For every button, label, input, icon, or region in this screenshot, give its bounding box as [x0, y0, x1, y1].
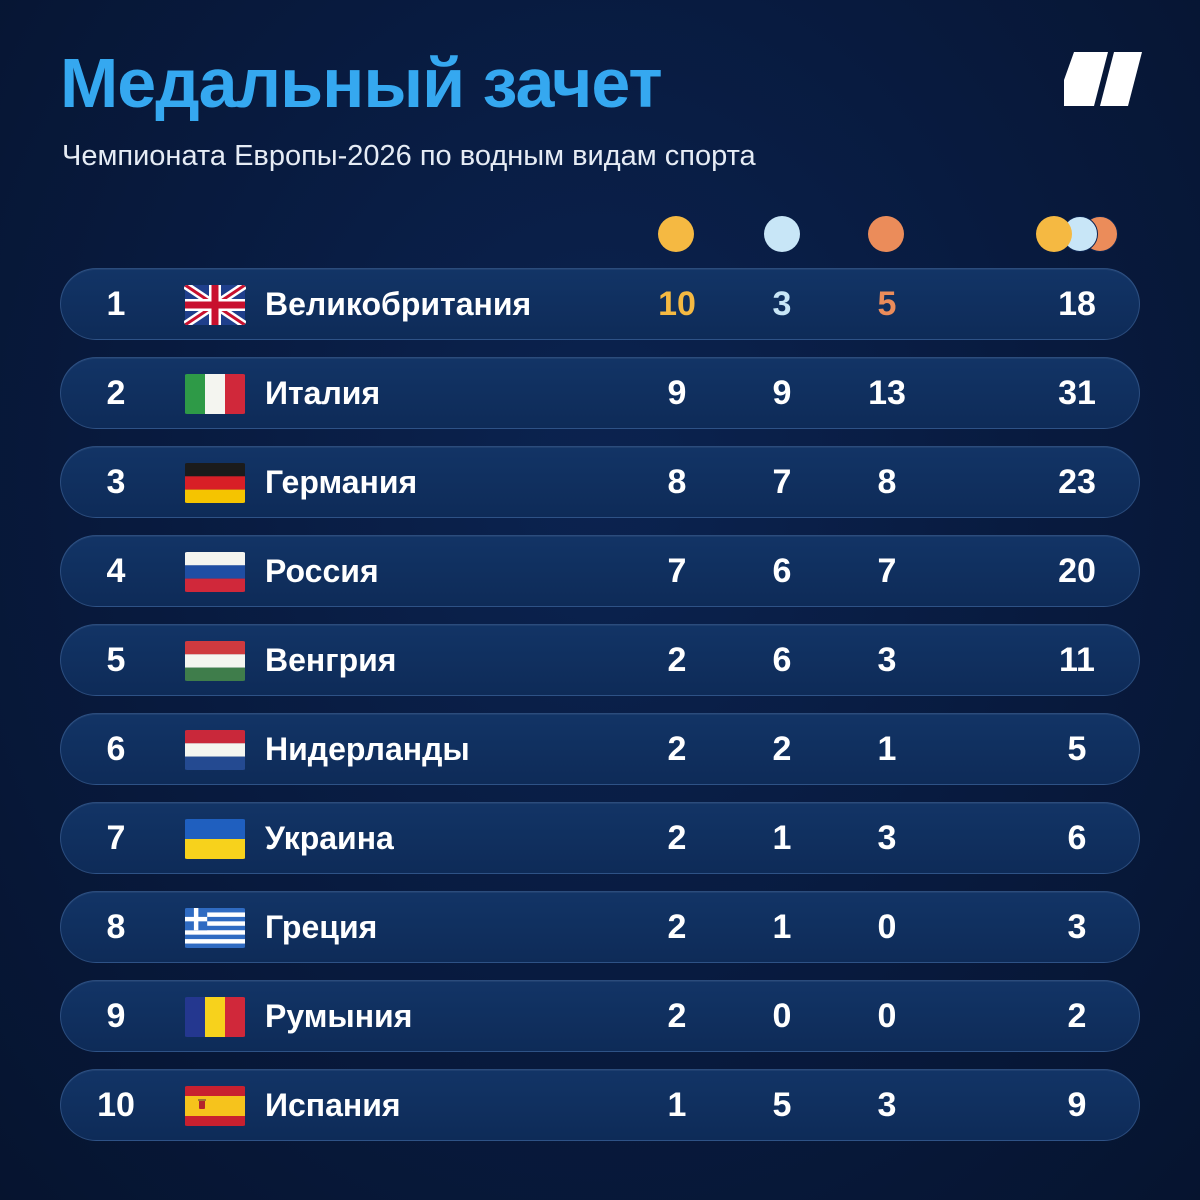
rank-cell: 5 — [106, 641, 126, 679]
country-name: Украина — [265, 820, 394, 856]
flag-es-icon — [184, 1086, 246, 1126]
gold-count: 7 — [667, 552, 687, 590]
rank-cell: 2 — [106, 374, 126, 412]
gold-medal-icon — [658, 216, 694, 252]
flag-nl-icon — [184, 730, 246, 770]
country-name: Великобритания — [265, 286, 532, 322]
flag-ru-icon — [184, 552, 246, 592]
silver-count: 5 — [772, 1086, 792, 1124]
silver-count: 2 — [772, 730, 792, 768]
gold-count: 1 — [667, 1086, 687, 1124]
gold-count: 2 — [667, 730, 687, 768]
table-row: 10 Испания 1 5 3 9 — [60, 1069, 1140, 1141]
flag-it-icon — [184, 374, 246, 414]
table-row: 6 Нидерланды 2 2 1 5 — [60, 713, 1140, 785]
bronze-count: 3 — [877, 1086, 897, 1124]
brand-logo-icon — [1064, 52, 1142, 106]
silver-count: 9 — [772, 374, 792, 412]
silver-count: 1 — [772, 908, 792, 946]
gold-count: 9 — [667, 374, 687, 412]
total-count: 18 — [1058, 285, 1096, 323]
country-name: Италия — [265, 375, 381, 411]
flag-ua-icon — [184, 819, 246, 859]
page-subtitle: Чемпионата Европы-2026 по водным видам с… — [62, 140, 756, 172]
rank-cell: 7 — [106, 819, 126, 857]
country-name: Нидерланды — [265, 731, 470, 767]
total-count: 31 — [1058, 374, 1096, 412]
bronze-count: 0 — [877, 908, 897, 946]
rank-cell: 9 — [106, 997, 126, 1035]
total-count: 3 — [1067, 908, 1087, 946]
bronze-count: 1 — [877, 730, 897, 768]
table-row: 8 Греция 2 1 0 3 — [60, 891, 1140, 963]
all-medals-icon — [1036, 216, 1118, 252]
gold-count: 2 — [667, 819, 687, 857]
page-title: Медальный зачет — [60, 44, 663, 122]
bronze-count: 7 — [877, 552, 897, 590]
country-name: Греция — [265, 909, 378, 945]
total-count: 11 — [1059, 641, 1095, 679]
table-row: 1 Великобритания 10 3 5 18 — [60, 268, 1140, 340]
bronze-count: 13 — [868, 374, 906, 412]
rank-cell: 1 — [106, 285, 126, 323]
country-name: Румыния — [265, 998, 413, 1034]
silver-count: 6 — [772, 641, 792, 679]
table-row: 5 Венгрия 2 6 3 11 — [60, 624, 1140, 696]
table-row: 2 Италия 9 9 13 31 — [60, 357, 1140, 429]
rank-cell: 8 — [106, 908, 126, 946]
gold-count: 2 — [667, 908, 687, 946]
silver-count: 7 — [772, 463, 792, 501]
total-count: 9 — [1067, 1086, 1087, 1124]
flag-de-icon — [184, 463, 246, 503]
bronze-count: 5 — [877, 285, 897, 323]
silver-medal-icon — [764, 216, 800, 252]
flag-gr-icon — [184, 908, 246, 948]
rank-cell: 4 — [106, 552, 126, 590]
total-count: 6 — [1067, 819, 1087, 857]
rank-cell: 6 — [106, 730, 126, 768]
bronze-count: 3 — [877, 819, 897, 857]
gold-count: 8 — [667, 463, 687, 501]
total-count: 20 — [1058, 552, 1096, 590]
table-row: 3 Германия 8 7 8 23 — [60, 446, 1140, 518]
flag-ro-icon — [184, 997, 246, 1037]
silver-count: 3 — [772, 285, 792, 323]
total-count: 23 — [1058, 463, 1096, 501]
bronze-count: 0 — [877, 997, 897, 1035]
silver-count: 1 — [772, 819, 792, 857]
table-row: 7 Украина 2 1 3 6 — [60, 802, 1140, 874]
bronze-count: 3 — [877, 641, 897, 679]
country-name: Россия — [265, 553, 379, 589]
table-row: 4 Россия 7 6 7 20 — [60, 535, 1140, 607]
flag-hu-icon — [184, 641, 246, 681]
rank-cell: 3 — [106, 463, 126, 501]
total-count: 2 — [1067, 997, 1087, 1035]
bronze-medal-icon — [868, 216, 904, 252]
gold-count: 2 — [667, 997, 687, 1035]
silver-count: 0 — [772, 997, 792, 1035]
silver-count: 6 — [772, 552, 792, 590]
total-count: 5 — [1067, 730, 1087, 768]
gold-count: 10 — [658, 285, 696, 323]
bronze-count: 8 — [877, 463, 897, 501]
country-name: Германия — [265, 464, 418, 500]
table-row: 9 Румыния 2 0 0 2 — [60, 980, 1140, 1052]
gold-count: 2 — [667, 641, 687, 679]
country-name: Венгрия — [265, 642, 397, 678]
flag-gb-icon — [184, 285, 246, 325]
rank-cell: 10 — [97, 1086, 135, 1124]
country-name: Испания — [265, 1087, 401, 1123]
